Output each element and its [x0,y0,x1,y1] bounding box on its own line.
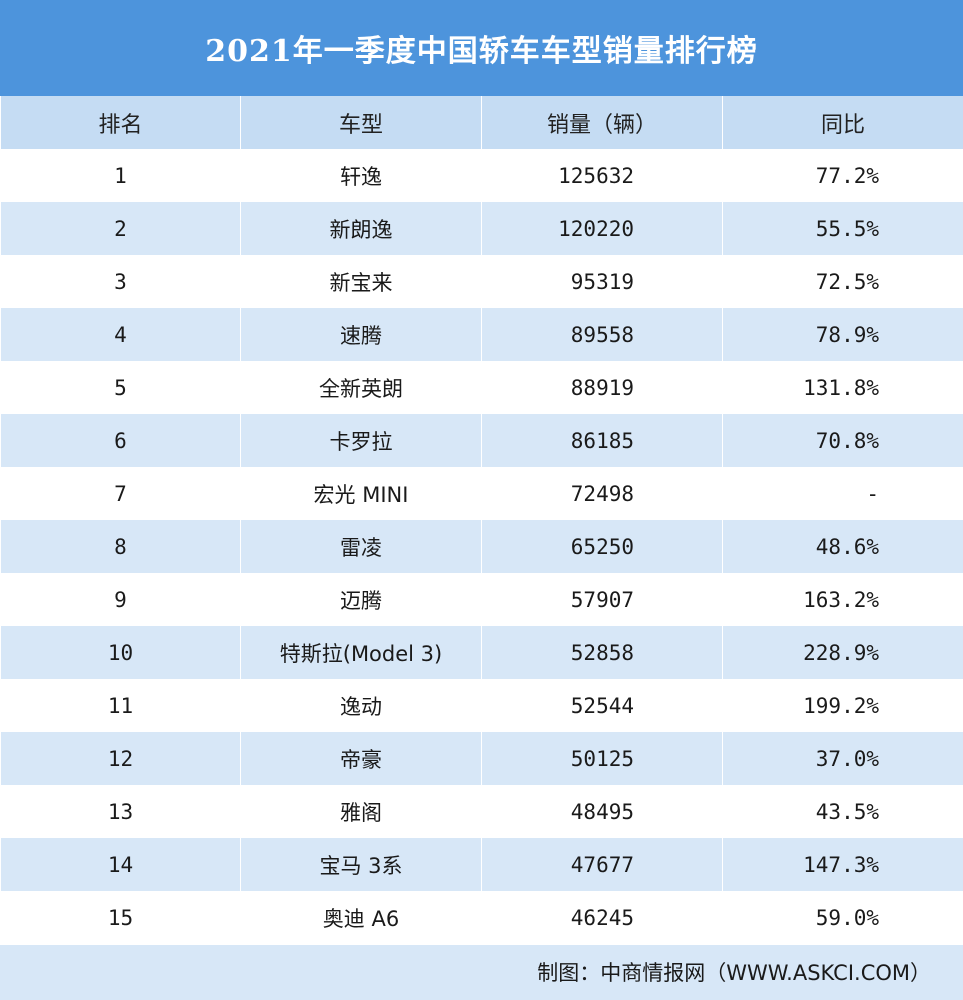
yoy-cell: - [722,467,963,520]
rank-cell: 9 [0,573,241,626]
table-row: 6 卡罗拉 86185 70.8% [0,414,963,467]
model-cell: 雅阁 [240,785,482,838]
header-model: 车型 [240,96,482,149]
table-row: 8 雷凌 65250 48.6% [0,520,963,573]
yoy-cell: 43.5% [722,785,963,838]
sales-cell: 95319 [481,255,723,308]
rank-cell: 13 [0,785,241,838]
sales-cell: 48495 [481,785,723,838]
rank-cell: 4 [0,308,241,361]
yoy-cell: 199.2% [722,679,963,732]
sales-cell: 86185 [481,414,723,467]
sales-cell: 89558 [481,308,723,361]
yoy-cell: 147.3% [722,838,963,891]
sales-cell: 52544 [481,679,723,732]
sales-cell: 52858 [481,626,723,679]
table-row: 1 轩逸 125632 77.2% [0,149,963,202]
sales-cell: 46245 [481,891,723,944]
table-row: 9 迈腾 57907 163.2% [0,573,963,626]
model-cell: 帝豪 [240,732,482,785]
model-cell: 卡罗拉 [240,414,482,467]
table-row: 15 奥迪 A6 46245 59.0% [0,891,963,944]
table-row: 11 逸动 52544 199.2% [0,679,963,732]
header-yoy: 同比 [722,96,963,149]
table-row: 3 新宝来 95319 72.5% [0,255,963,308]
rank-cell: 5 [0,361,241,414]
yoy-cell: 59.0% [722,891,963,944]
table-row: 7 宏光 MINI 72498- [0,467,963,520]
model-cell: 逸动 [240,679,482,732]
model-cell: 宏光 MINI [240,467,482,520]
model-cell: 雷凌 [240,520,482,573]
ranking-table: 排名 车型 销量（辆） 同比 1 轩逸 125632 77.2% 2 新朗逸 120220 5… [0,96,963,944]
model-cell: 全新英朗 [240,361,482,414]
rank-cell: 3 [0,255,241,308]
model-cell: 速腾 [240,308,482,361]
model-cell: 新朗逸 [240,202,482,255]
yoy-cell: 78.9% [722,308,963,361]
table-row: 13 雅阁 48495 43.5% [0,785,963,838]
yoy-cell: 48.6% [722,520,963,573]
sales-cell: 57907 [481,573,723,626]
sales-cell: 47677 [481,838,723,891]
yoy-cell: 72.5% [722,255,963,308]
model-cell: 奥迪 A6 [240,891,482,944]
footer-bar: 制图：中商情报网（WWW.ASKCI.COM） [0,945,963,1000]
rank-cell: 1 [0,149,241,202]
model-cell: 轩逸 [240,149,482,202]
yoy-cell: 228.9% [722,626,963,679]
table-body: 1 轩逸 125632 77.2% 2 新朗逸 120220 55.5% 3 新宝来 95319 72… [0,149,963,944]
yoy-cell: 55.5% [722,202,963,255]
title-bar: 2021年一季度中国轿车车型销量排行榜 [0,0,963,96]
header-sales: 销量（辆） [481,96,723,149]
sales-cell: 88919 [481,361,723,414]
rank-cell: 7 [0,467,241,520]
table-row: 12 帝豪 50125 37.0% [0,732,963,785]
model-cell: 特斯拉(Model 3) [240,626,482,679]
sales-cell: 120220 [481,202,723,255]
rank-cell: 14 [0,838,241,891]
sales-cell: 72498 [481,467,723,520]
rank-cell: 8 [0,520,241,573]
rank-cell: 15 [0,891,241,944]
rank-cell: 11 [0,679,241,732]
header-rank: 排名 [0,96,241,149]
yoy-cell: 37.0% [722,732,963,785]
rank-cell: 6 [0,414,241,467]
sales-cell: 50125 [481,732,723,785]
chart-title: 2021年一季度中国轿车车型销量排行榜 [205,34,758,69]
header-row: 排名 车型 销量（辆） 同比 [0,96,963,149]
sales-cell: 125632 [481,149,723,202]
table-row: 14 宝马 3系 47677 147.3% [0,838,963,891]
model-cell: 新宝来 [240,255,482,308]
sales-cell: 65250 [481,520,723,573]
model-cell: 迈腾 [240,573,482,626]
yoy-cell: 70.8% [722,414,963,467]
model-cell: 宝马 3系 [240,838,482,891]
yoy-cell: 131.8% [722,361,963,414]
footer-source: 制图：中商情报网（WWW.ASKCI.COM） [537,961,931,985]
table-row: 4 速腾 89558 78.9% [0,308,963,361]
rank-cell: 12 [0,732,241,785]
rank-cell: 2 [0,202,241,255]
yoy-cell: 163.2% [722,573,963,626]
table-row: 5 全新英朗 88919 131.8% [0,361,963,414]
rank-cell: 10 [0,626,241,679]
table-row: 2 新朗逸 120220 55.5% [0,202,963,255]
table-row: 10 特斯拉(Model 3) 52858 228.9% [0,626,963,679]
yoy-cell: 77.2% [722,149,963,202]
